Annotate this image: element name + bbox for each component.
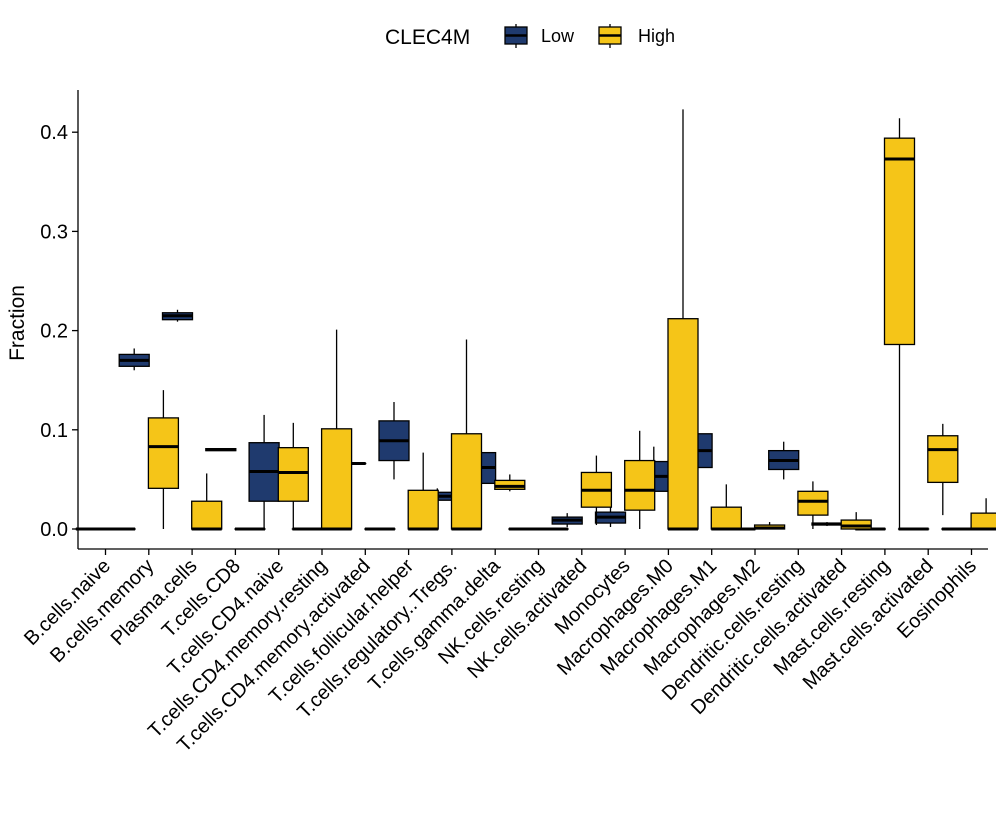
- y-tick-label: 0.0: [40, 519, 68, 541]
- box-body: [624, 459, 656, 511]
- x-ticks: B.cells.naiveB.cells.memoryPlasma.cellsT…: [20, 549, 981, 757]
- legend-title: CLEC4M: [385, 26, 470, 49]
- box-group: [75, 109, 996, 531]
- box-body: [277, 447, 309, 502]
- box-body: [927, 435, 959, 484]
- y-tick-label: 0.3: [40, 221, 68, 243]
- y-tick-label: 0.1: [40, 420, 68, 442]
- box-body: [147, 417, 180, 489]
- y-tick-label: 0.2: [40, 321, 68, 343]
- box-body: [191, 500, 223, 530]
- legend-label-high: High: [638, 26, 675, 46]
- box-body: [407, 489, 439, 530]
- box-body: [797, 490, 829, 516]
- legend-entry-high: High: [598, 24, 675, 48]
- box-body: [970, 512, 996, 530]
- box-body: [883, 137, 916, 346]
- box-body: [320, 428, 353, 530]
- legend-label-low: Low: [541, 26, 575, 46]
- box-body: [450, 433, 483, 530]
- y-tick-label: 0.4: [40, 122, 68, 144]
- legend: CLEC4M Low High: [385, 24, 675, 49]
- legend-entry-low: Low: [504, 24, 575, 48]
- box-body: [710, 506, 742, 530]
- y-axis-title: Fraction: [6, 285, 29, 361]
- y-ticks: 0.0 0.1 0.2 0.3 0.4: [40, 122, 78, 541]
- box-body: [667, 318, 699, 530]
